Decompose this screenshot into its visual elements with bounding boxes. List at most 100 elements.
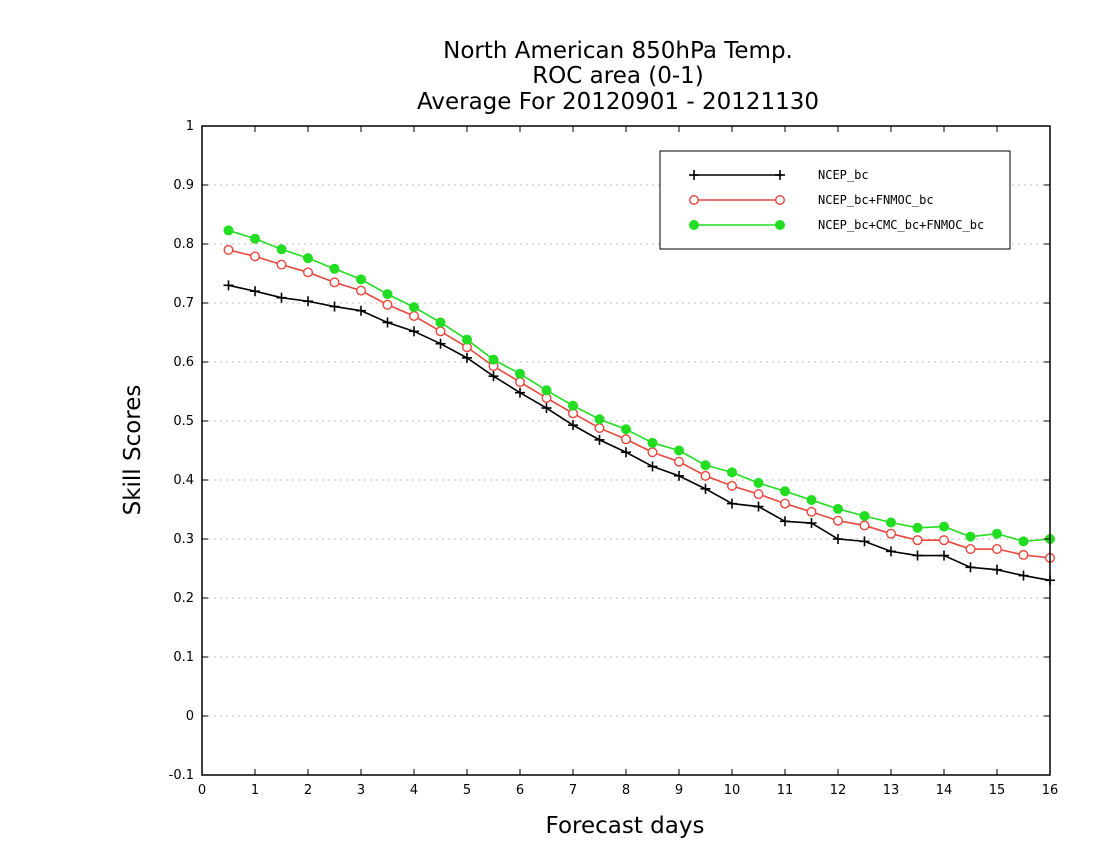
data-point [303,296,313,307]
data-point [356,305,366,316]
data-point [700,470,711,481]
data-point [435,338,446,349]
data-point [329,301,340,312]
data-point [382,299,393,310]
legend-marker [689,220,699,230]
legend-label: NCEP_bc+CMC_bc+FNMOC_bc [818,218,984,232]
legend-item: NCEP_bc [689,168,869,182]
data-point [965,562,976,573]
data-point [1018,570,1029,581]
data-point [939,535,950,546]
legend-item: NCEP_bc+CMC_bc+FNMOC_bc [689,218,984,232]
data-point [250,233,260,244]
x-tick-label: 11 [777,783,794,798]
data-point [276,244,287,255]
x-tick-label: 9 [675,783,683,798]
data-point [780,516,790,527]
y-tick-label: 0.4 [173,473,194,488]
data-point [303,267,314,278]
data-point [303,253,313,264]
legend-label: NCEP_bc [818,168,869,182]
y-tick-label: 0.8 [173,237,194,252]
y-tick-label: 0.2 [173,591,194,606]
data-point [462,352,472,363]
y-tick-label: 0.5 [173,414,194,429]
data-point [806,506,817,517]
data-point [435,317,446,328]
data-point [886,546,896,557]
legend-marker [689,170,699,180]
data-point [541,403,552,414]
x-tick-label: 15 [989,783,1006,798]
data-point [700,483,711,494]
data-point [382,289,393,300]
data-point [249,251,260,262]
data-point [753,501,764,512]
data-point [488,354,499,365]
series-1 [223,280,1055,586]
data-point [621,434,632,445]
data-point [833,515,844,526]
data-point [541,385,552,396]
data-point [727,480,738,491]
y-tick-label: 0 [186,709,194,724]
series-line [228,249,1051,559]
data-point [594,423,605,434]
x-tick-label: 2 [304,783,312,798]
series-2 [223,244,1055,563]
data-point [780,486,790,497]
data-point [859,520,870,531]
x-tick-label: 12 [830,783,847,798]
title-line-2: ROC area (0-1) [532,63,704,89]
data-point [912,535,923,546]
data-point [568,420,578,431]
x-tick-label: 7 [569,783,577,798]
x-tick-label: 6 [516,783,524,798]
data-point [674,470,684,481]
data-point [1018,549,1029,560]
data-point [674,456,685,467]
data-point [992,528,1002,539]
data-point [250,286,260,297]
y-axis-label: Skill Scores [120,385,146,516]
data-point [727,467,737,478]
data-point [356,274,366,285]
data-point [409,310,420,321]
data-point [806,518,817,529]
data-point [992,544,1003,555]
data-point [382,317,393,328]
y-tick-label: 1 [186,119,194,134]
y-tick-label: 0.9 [173,178,194,193]
data-point [727,498,737,509]
x-tick-label: 14 [936,783,953,798]
data-point [356,285,367,296]
chart-title: North American 850hPa Temp. ROC area (0-… [417,38,819,115]
legend: NCEP_bc NCEP_bc+FNMOC_bc NCEP_bc+CMC_bc+FN… [659,150,1011,250]
data-point [621,424,631,435]
data-point [488,371,499,382]
data-point [700,460,711,471]
data-point [912,522,923,533]
x-tick-label: 10 [724,783,741,798]
data-point [647,461,658,472]
data-point [886,528,897,539]
data-point [223,280,234,291]
title-line-3: Average For 20120901 - 20121130 [417,89,819,115]
x-tick-label: 16 [1042,783,1059,798]
data-point [859,536,870,547]
x-tick-label: 8 [622,783,630,798]
data-point [435,326,446,337]
data-point [886,517,896,528]
legend-label: NCEP_bc+FNMOC_bc [818,193,934,207]
data-point [833,534,843,544]
data-point [594,414,605,425]
data-point [409,302,419,313]
data-point [939,521,949,532]
data-point [621,447,631,458]
data-point [859,510,870,521]
data-point [939,550,949,561]
x-tick-label: 0 [198,783,206,798]
data-point [276,259,287,270]
data-point [647,437,658,448]
data-point [780,498,791,509]
